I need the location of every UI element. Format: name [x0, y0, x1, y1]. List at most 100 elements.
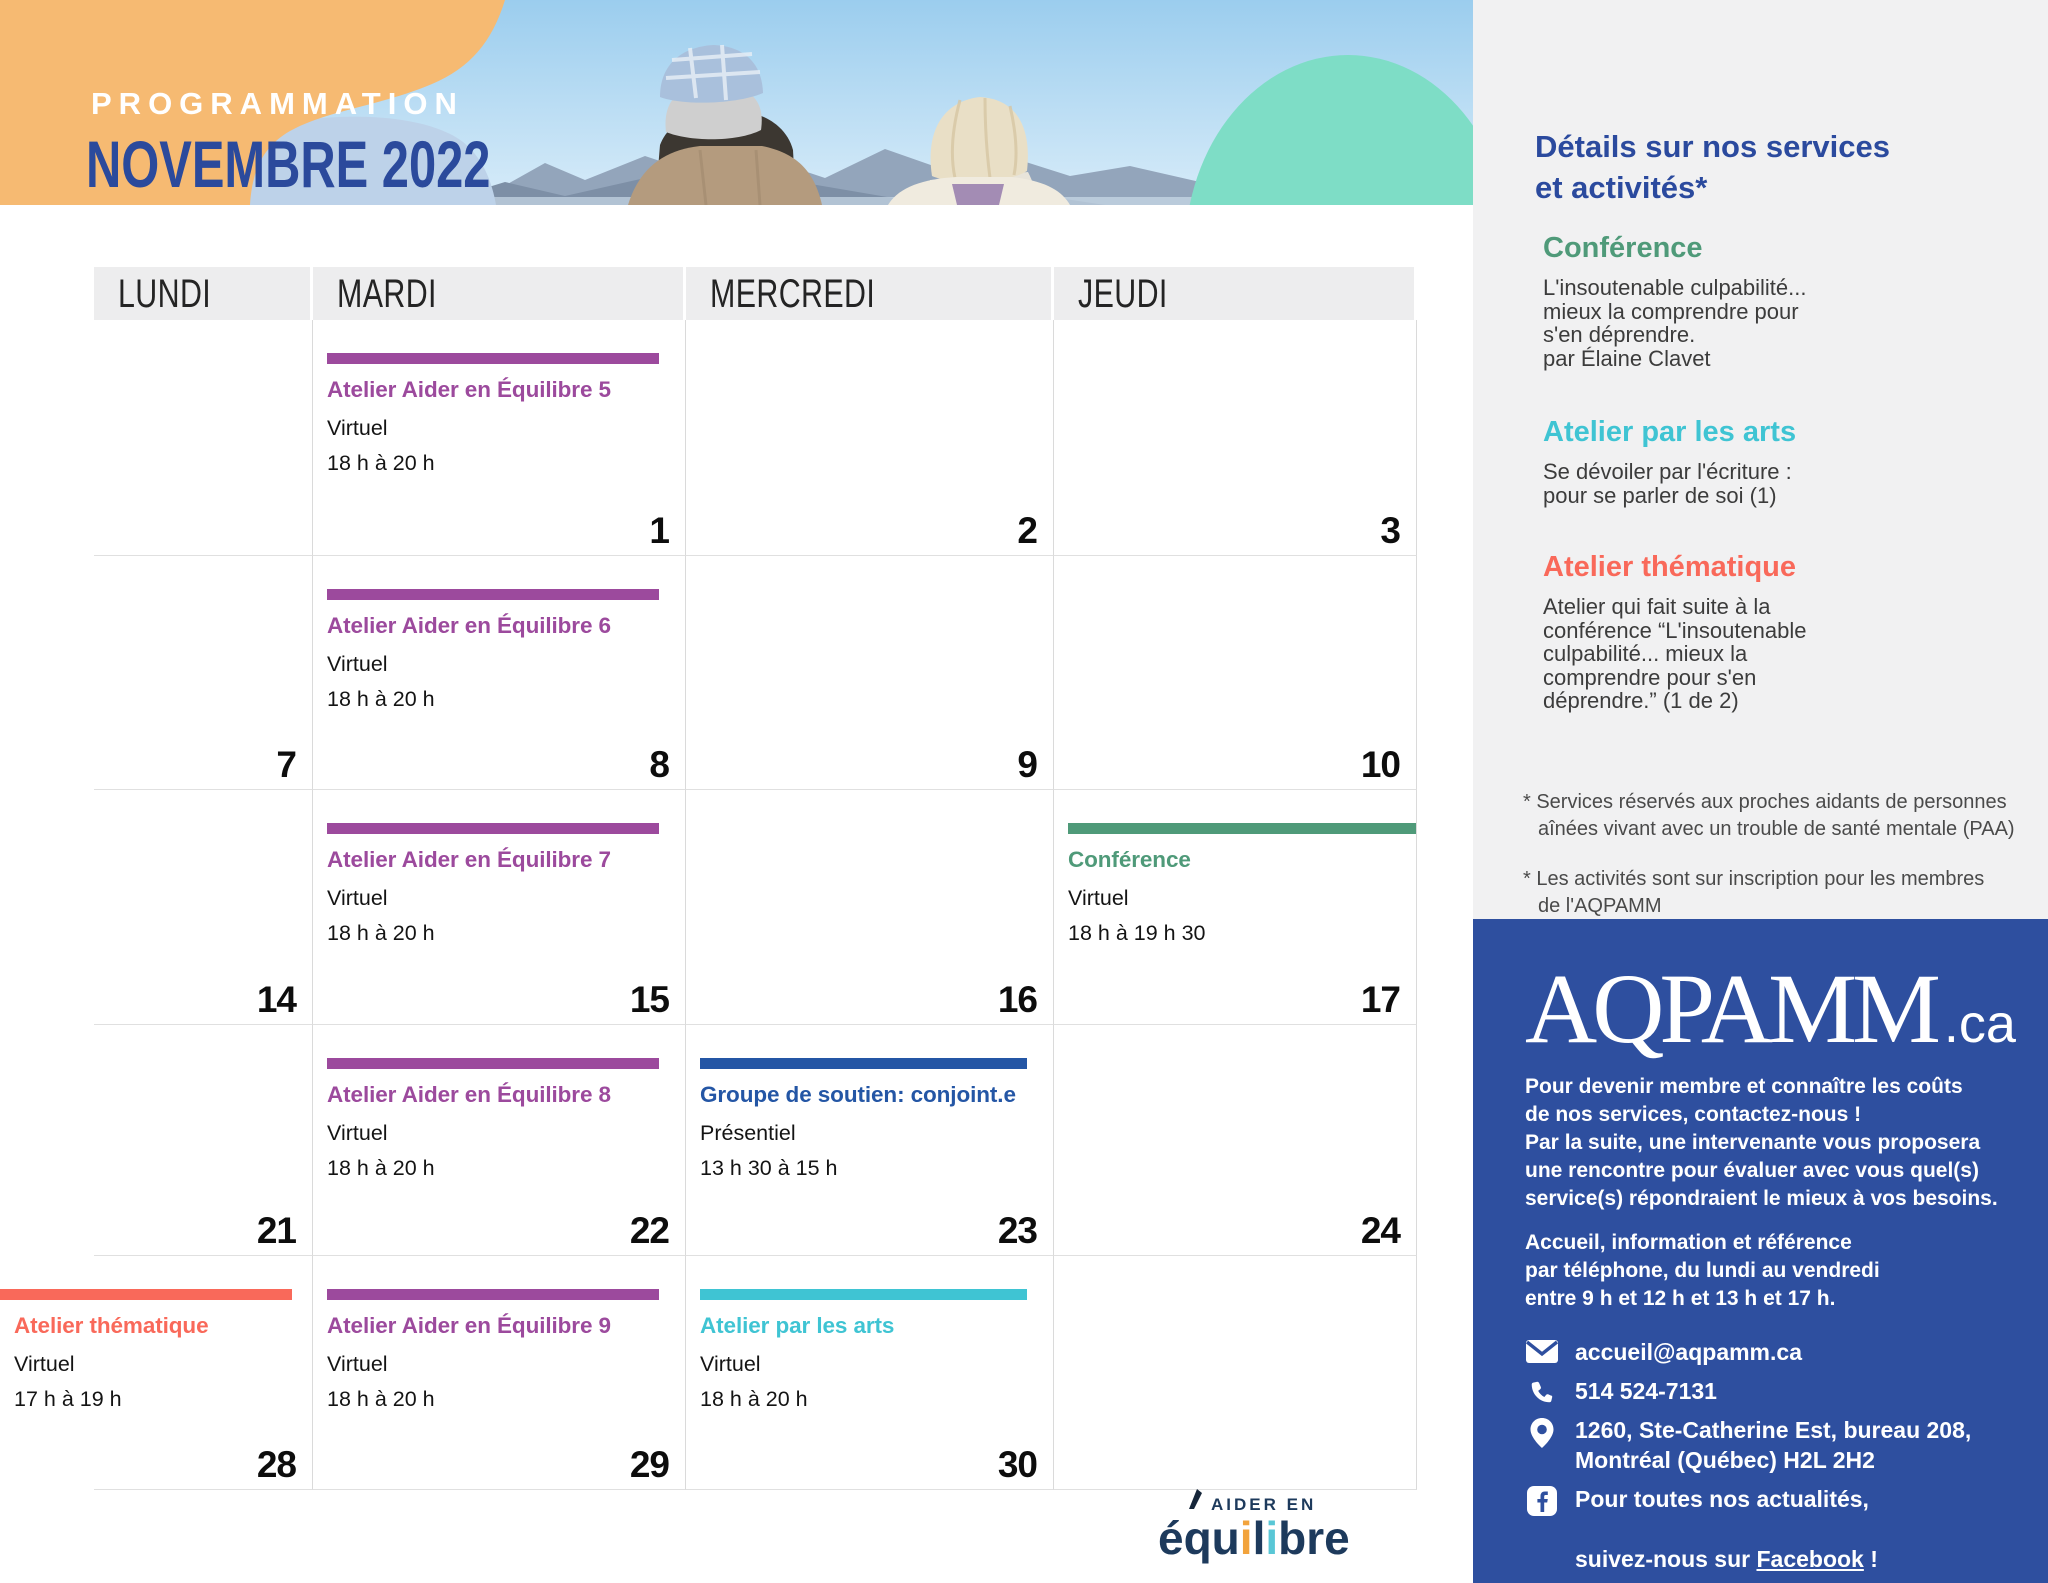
calendar-cell: 16 [686, 790, 1054, 1025]
date-number: 1 [649, 510, 670, 551]
facebook-text: Pour toutes nos actualités, suivez-nous … [1575, 1486, 1878, 1572]
contact-panel: AQPAMM .ca Pour devenir membre et connaît… [1473, 919, 2048, 1583]
footnote: * Services réservés aux proches aidants … [1523, 790, 2015, 841]
calendar-cell: Atelier Aider en Équilibre 8 Virtuel 18 h … [313, 1025, 686, 1256]
date-number: 8 [649, 744, 670, 785]
wordmark-letter-group: i [1239, 1512, 1253, 1564]
calendar-cell: 10 [1054, 556, 1417, 790]
email-row: accueil@aqpamm.ca [1525, 1337, 2020, 1367]
section-conference: Conférence L'insoutenable culpabilité...… [1543, 232, 2018, 370]
day-header-mercredi: MERCREDI [686, 267, 1051, 320]
date-number: 14 [256, 979, 297, 1020]
calendar-cell: 3 [1054, 320, 1417, 556]
header-eyebrow: PROGRAMMATION [91, 86, 464, 121]
wordmark-letter-group: l [1252, 1512, 1266, 1564]
calendar-cell: 2 [686, 320, 1054, 556]
calendar-event: Atelier Aider en Équilibre 6 Virtuel 18 h … [327, 589, 659, 717]
date-number: 10 [1360, 744, 1401, 785]
section-body: Atelier qui fait suite à la conférence “… [1543, 594, 1807, 713]
date-number: 30 [997, 1444, 1038, 1485]
calendar-cell [1054, 1256, 1417, 1490]
footnote: * Les activités sont sur inscription pou… [1523, 867, 1985, 918]
logo-accent-mark [1188, 1488, 1203, 1515]
calendar-grid: LUNDI MARDI MERCREDI JEUDI Atelier Aider en … [0, 267, 1417, 1490]
calendar-event: Atelier par les arts Virtuel 18 h à 20 h [700, 1289, 1027, 1417]
lightblue-blob [243, 116, 496, 205]
aider-en-equilibre-logo: AIDER EN équilibre [1158, 1488, 1350, 1561]
street-address: 1260, Ste-Catherine Est, bureau 208, Mon… [1575, 1417, 1972, 1473]
services-sidebar: Détails sur nos services et activités* C… [1473, 0, 2048, 919]
calendar-cell: 24 [1054, 1025, 1417, 1256]
section-body: Se dévoiler par l'écriture : pour se par… [1543, 459, 1792, 508]
date-number: 2 [1017, 510, 1038, 551]
calendar-cell: 21 [94, 1025, 313, 1256]
calendar-event: Atelier Aider en Équilibre 7 Virtuel 18 h … [327, 823, 659, 951]
page-header: PROGRAMMATION NOVEMBRE 2022 [0, 0, 1473, 205]
footnotes: * Services réservés aux proches aidants … [1523, 789, 2018, 921]
calendar-event: Atelier Aider en Équilibre 5 Virtuel 18 h … [327, 353, 659, 481]
phone-hours-info: Accueil, information et référence par té… [1525, 1231, 1880, 1310]
date-number: 23 [997, 1210, 1038, 1251]
phone-number: 514 524-7131 [1575, 1378, 1717, 1404]
date-number: 24 [1360, 1210, 1401, 1251]
email-address[interactable]: accueil@aqpamm.ca [1575, 1339, 1802, 1365]
calendar-event: Atelier Aider en Équilibre 9 Virtuel 18 h … [327, 1289, 659, 1417]
date-number: 21 [256, 1210, 297, 1251]
contact-list: accueil@aqpamm.ca 514 524-7131 1260, Ste… [1525, 1337, 2020, 1574]
wordmark-letter-group: i [1265, 1512, 1279, 1564]
section-heading: Atelier par les arts [1543, 416, 1797, 448]
calendar-cell: Atelier par les arts Virtuel 18 h à 20 h 30 [686, 1256, 1054, 1490]
calendar-cell: 9 [686, 556, 1054, 790]
calendar-event: Groupe de soutien: conjoint.e Présentiel 1… [700, 1058, 1027, 1186]
calendar-event: Atelier thématique Virtuel 17 h à 19 h [0, 1289, 374, 1417]
address-row: 1260, Ste-Catherine Est, bureau 208, Mon… [1525, 1415, 2020, 1475]
equilibre-wordmark: équilibre [1158, 1515, 1350, 1561]
elderly-man-figure [628, 44, 822, 205]
aqpamm-wordmark: AQPAMM [1525, 953, 1941, 1064]
date-number: 15 [629, 979, 670, 1020]
facebook-link[interactable]: Facebook [1756, 1546, 1864, 1572]
section-atelier-arts: Atelier par les arts Se dévoiler par l'é… [1543, 416, 2018, 507]
envelope-icon [1525, 1339, 1559, 1364]
header-photo-illustration [0, 0, 1473, 205]
calendar-event: Atelier Aider en Équilibre 8 Virtuel 18 h … [327, 1058, 659, 1186]
section-heading: Atelier thématique [1543, 551, 1796, 583]
date-number: 7 [276, 744, 297, 785]
page-title: NOVEMBRE 2022 [86, 127, 491, 201]
location-pin-icon [1525, 1417, 1559, 1449]
calendar-cell [94, 320, 313, 556]
calendar-cell: Conférence Virtuel 18 h à 19 h 30 17 [1054, 790, 1417, 1025]
facebook-row: Pour toutes nos actualités, suivez-nous … [1525, 1484, 2020, 1574]
calendar-cell: Atelier Aider en Équilibre 5 Virtuel 18 h … [313, 320, 686, 556]
section-body: L'insoutenable culpabilité... mieux la c… [1543, 275, 1807, 371]
sidebar-title: Détails sur nos services et activités* [1535, 129, 1890, 205]
membership-info: Pour devenir membre et connaître les coû… [1525, 1075, 1998, 1210]
calendar-cell: 14 [94, 790, 313, 1025]
date-number: 17 [1360, 979, 1401, 1020]
day-header-lundi: LUNDI [94, 267, 310, 320]
date-number: 22 [629, 1210, 670, 1251]
calendar-cell: Atelier Aider en Équilibre 7 Virtuel 18 h … [313, 790, 686, 1025]
date-number: 28 [256, 1444, 297, 1485]
date-number: 16 [997, 979, 1038, 1020]
calendar-cell: Atelier Aider en Équilibre 9 Virtuel 18 h … [313, 1256, 686, 1490]
calendar-cell: 7 [94, 556, 313, 790]
orange-blob [0, 0, 505, 205]
mint-blob [1189, 55, 1473, 205]
aqpamm-logo: AQPAMM .ca [1525, 959, 2020, 1059]
phone-row: 514 524-7131 [1525, 1376, 2020, 1406]
calendar-cell: Atelier thématique Virtuel 17 h à 19 h 28 [0, 1256, 313, 1490]
day-header-mardi: MARDI [313, 267, 683, 320]
date-number: 3 [1380, 510, 1401, 551]
day-header-jeudi: JEUDI [1054, 267, 1414, 320]
aqpamm-domain-suffix: .ca [1943, 994, 2016, 1054]
date-number: 9 [1017, 744, 1038, 785]
section-atelier-thematique: Atelier thématique Atelier qui fait suit… [1543, 551, 2018, 713]
wordmark-letter-group: bre [1278, 1512, 1350, 1564]
phone-icon [1525, 1378, 1559, 1406]
calendar-cell: Groupe de soutien: conjoint.e Présentiel 1… [686, 1025, 1054, 1256]
elderly-woman-figure [888, 97, 1070, 205]
logo-top-text: AIDER EN [1211, 1495, 1317, 1514]
calendar-cell: Atelier Aider en Équilibre 6 Virtuel 18 h … [313, 556, 686, 790]
calendar-event: Conférence Virtuel 18 h à 19 h 30 [1068, 823, 1416, 951]
